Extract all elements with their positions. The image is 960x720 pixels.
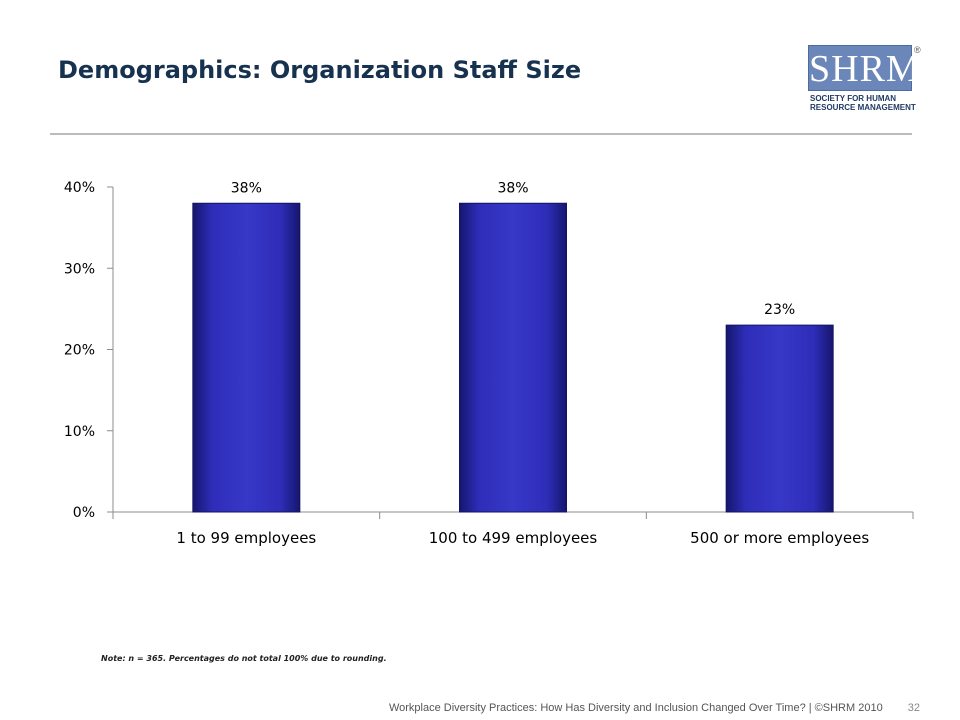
bar xyxy=(192,202,301,513)
logo-line-2: RESOURCE MANAGEMENT xyxy=(810,103,916,112)
bar-data-label: 38% xyxy=(231,180,262,196)
footer-text: Workplace Diversity Practices: How Has D… xyxy=(388,702,883,714)
x-category-label: 100 to 499 employees xyxy=(429,529,598,547)
shrm-logo: SHRM ® SOCIETY FOR HUMAN RESOURCE MANAGE… xyxy=(808,45,921,125)
title-divider xyxy=(50,133,912,135)
footnote: Note: n = 365. Percentages do not total … xyxy=(101,654,387,663)
chart-bars xyxy=(192,202,834,513)
y-tick-label: 10% xyxy=(64,424,95,440)
x-category-label: 500 or more employees xyxy=(690,529,869,547)
chart-labels: 0% 10% 20% 30% 40% 38% 1 to 99 employees 38% 100… xyxy=(64,180,869,547)
bar xyxy=(725,324,834,513)
y-tick-label: 20% xyxy=(64,343,95,359)
bar-data-label: 23% xyxy=(764,302,795,318)
y-tick-label: 30% xyxy=(64,261,95,277)
y-tick-label: 0% xyxy=(73,505,95,521)
logo-line-1: SOCIETY FOR HUMAN xyxy=(810,94,897,103)
x-category-label: 1 to 99 employees xyxy=(176,529,316,547)
bar xyxy=(459,202,567,513)
slide-title: Demographics: Organization Staff Size xyxy=(58,56,582,84)
registered-mark: ® xyxy=(914,45,921,55)
footer: Workplace Diversity Practices: How Has D… xyxy=(389,702,920,714)
bar-data-label: 38% xyxy=(497,180,528,196)
shrm-logo-text: SOCIETY FOR HUMAN RESOURCE MANAGEMENT xyxy=(810,94,920,112)
y-tick-label: 40% xyxy=(64,180,95,196)
page-number: 32 xyxy=(907,702,920,714)
shrm-logo-mark: SHRM xyxy=(808,45,920,91)
